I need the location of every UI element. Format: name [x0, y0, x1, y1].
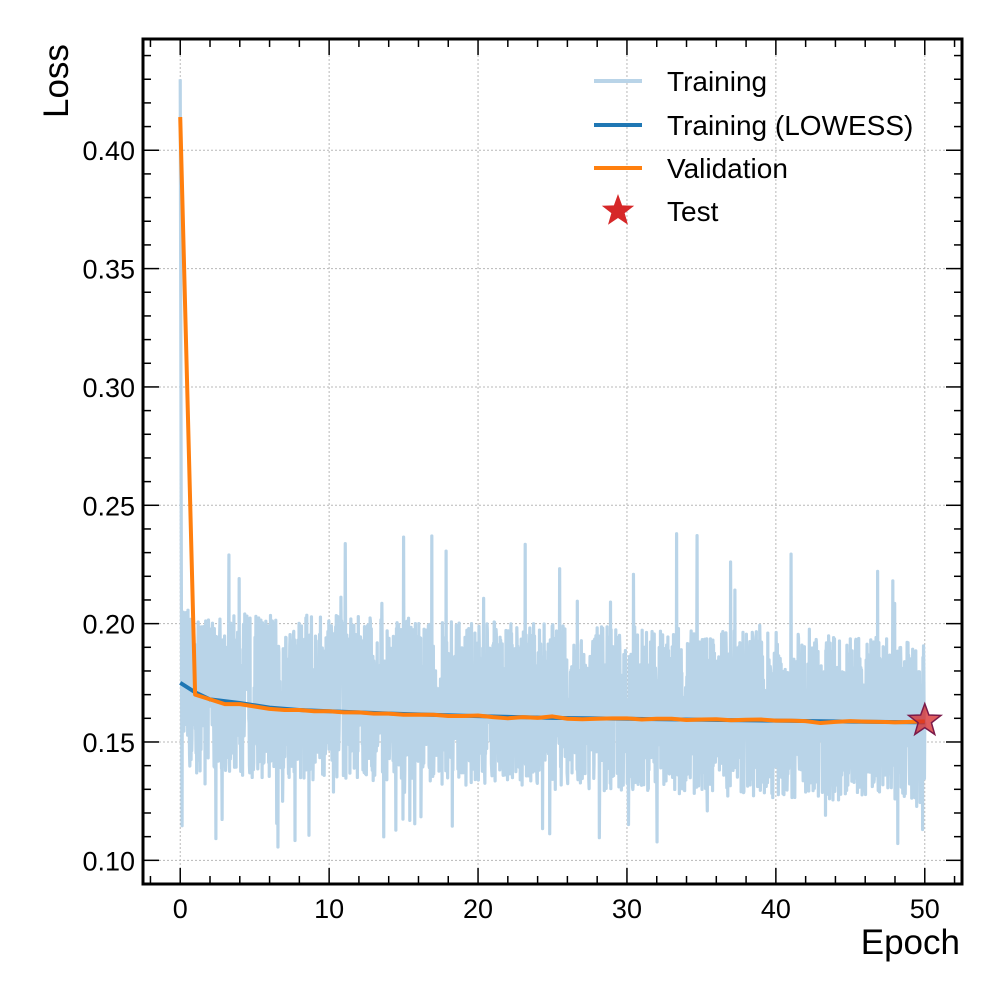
x-tick-label: 30: [612, 894, 642, 924]
legend-label: Validation: [667, 153, 788, 184]
y-axis-label: Loss: [37, 44, 76, 118]
y-tick-label: 0.35: [82, 255, 135, 285]
axis-labels: Loss Epoch: [37, 44, 960, 962]
legend-label: Training: [667, 66, 767, 97]
plot-frame: [141, 37, 964, 886]
y-tick-label: 0.30: [82, 373, 135, 403]
legend-label: Test: [667, 196, 719, 227]
x-tick-label: 0: [173, 894, 188, 924]
test-marker-star: [906, 701, 944, 737]
series-training: [178, 79, 927, 849]
legend-label: Training (LOWESS): [667, 110, 913, 141]
x-tick-label: 10: [314, 894, 344, 924]
legend: Training Training (LOWESS) Validation Test: [594, 66, 913, 227]
x-axis-label: Epoch: [861, 923, 960, 962]
y-tick-label: 0.10: [82, 846, 135, 876]
y-tick-label: 0.15: [82, 728, 135, 758]
axis-ticks: 0 10 20 30 40 50 0.10 0.15 0.20 0.25 0.30 0.35 0.40: [82, 39, 962, 924]
x-tick-label: 50: [910, 894, 940, 924]
y-tick-label: 0.40: [82, 136, 135, 166]
x-tick-label: 40: [761, 894, 791, 924]
legend-swatch-star: [601, 194, 635, 225]
plot-area: [178, 79, 927, 849]
series-validation: [178, 117, 925, 726]
y-tick-label: 0.20: [82, 610, 135, 640]
y-tick-label: 0.25: [82, 491, 135, 521]
x-tick-label: 20: [463, 894, 493, 924]
